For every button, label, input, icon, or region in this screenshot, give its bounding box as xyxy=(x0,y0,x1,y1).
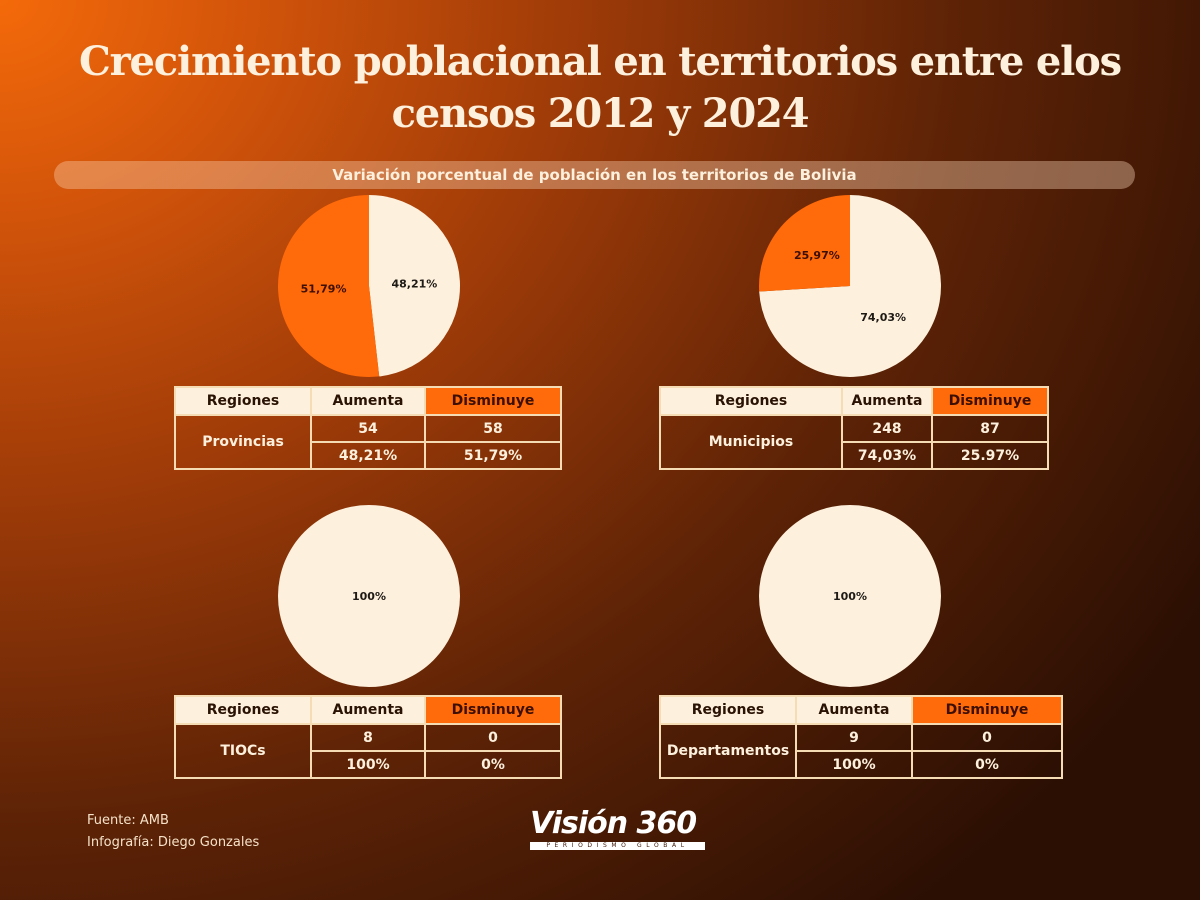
pie-label-aumenta: 74,03% xyxy=(860,311,906,324)
header-disminuye: Disminuye xyxy=(424,386,562,416)
aumenta-count: 54 xyxy=(310,414,426,443)
title-line-1: Crecimiento poblacional en territorios e… xyxy=(79,38,1122,85)
logo-tagline: PERIODISMO GLOBAL xyxy=(530,842,705,850)
pie-label-disminuye: 25,97% xyxy=(794,249,840,262)
pie-slice-disminuye xyxy=(759,195,850,292)
pie-label-aumenta: 100% xyxy=(833,590,867,603)
region-name: Departamentos xyxy=(659,723,797,779)
pie-label-disminuye: 51,79% xyxy=(301,283,347,296)
disminuye-count: 0 xyxy=(424,723,562,752)
aumenta-count: 9 xyxy=(795,723,913,752)
header-regiones: Regiones xyxy=(174,386,312,416)
aumenta-pct: 100% xyxy=(310,750,426,779)
pie-slice-aumenta xyxy=(278,505,460,687)
disminuye-count: 58 xyxy=(424,414,562,443)
table-municipios: Regiones Aumenta Disminuye Municipios 24… xyxy=(659,386,1049,470)
aumenta-pct: 74,03% xyxy=(841,441,933,470)
source-text: Fuente: AMB xyxy=(87,813,169,828)
pie-label-aumenta: 48,21% xyxy=(392,277,438,290)
aumenta-count: 248 xyxy=(841,414,933,443)
pie-slice-aumenta xyxy=(369,195,461,377)
region-name: Municipios xyxy=(659,414,843,470)
aumenta-count: 8 xyxy=(310,723,426,752)
header-aumenta: Aumenta xyxy=(795,695,913,725)
logo-name: Visión 360 xyxy=(530,806,697,841)
header-disminuye: Disminuye xyxy=(424,695,562,725)
table-provincias: Regiones Aumenta Disminuye Provincias 54… xyxy=(174,386,562,470)
disminuye-pct: 25.97% xyxy=(931,441,1049,470)
pie-chart-provincias: 48,21% 51,79% xyxy=(278,195,461,377)
pie-svg: 74,03% 25,97% xyxy=(759,195,941,377)
vision360-logo: Visión 360 PERIODISMO GLOBAL xyxy=(530,806,710,856)
pie-label-aumenta: 100% xyxy=(352,590,386,603)
header-regiones: Regiones xyxy=(174,695,312,725)
pie-slice-disminuye xyxy=(278,195,380,377)
disminuye-pct: 51,79% xyxy=(424,441,562,470)
disminuye-pct: 0% xyxy=(424,750,562,779)
title-line-2: censos 2012 y 2024 xyxy=(391,90,810,137)
page-title: Crecimiento poblacional en territorios e… xyxy=(0,36,1200,140)
pie-svg: 100% xyxy=(278,505,460,687)
pie-svg: 100% xyxy=(759,505,941,687)
region-name: TIOCs xyxy=(174,723,312,779)
footer-credits: Fuente: AMB Infografía: Diego Gonzales xyxy=(87,810,259,854)
header-aumenta: Aumenta xyxy=(310,695,426,725)
aumenta-pct: 48,21% xyxy=(310,441,426,470)
header-aumenta: Aumenta xyxy=(310,386,426,416)
pie-chart-municipios: 74,03% 25,97% xyxy=(759,195,941,377)
header-regiones: Regiones xyxy=(659,695,797,725)
disminuye-count: 0 xyxy=(911,723,1063,752)
pie-chart-departamentos: 100% xyxy=(759,505,941,687)
table-tiocs: Regiones Aumenta Disminuye TIOCs 8 0 100… xyxy=(174,695,562,779)
aumenta-pct: 100% xyxy=(795,750,913,779)
header-disminuye: Disminuye xyxy=(911,695,1063,725)
header-disminuye: Disminuye xyxy=(931,386,1049,416)
disminuye-pct: 0% xyxy=(911,750,1063,779)
subtitle-banner: Variación porcentual de población en los… xyxy=(54,161,1135,189)
table-departamentos: Regiones Aumenta Disminuye Departamentos… xyxy=(659,695,1063,779)
pie-chart-tiocs: 100% xyxy=(278,505,460,687)
pie-slice-aumenta xyxy=(759,195,941,377)
header-regiones: Regiones xyxy=(659,386,843,416)
pie-svg: 48,21% 51,79% xyxy=(278,195,461,377)
pie-slice-aumenta xyxy=(759,505,941,687)
credit-text: Infografía: Diego Gonzales xyxy=(87,835,260,850)
header-aumenta: Aumenta xyxy=(841,386,933,416)
disminuye-count: 87 xyxy=(931,414,1049,443)
region-name: Provincias xyxy=(174,414,312,470)
